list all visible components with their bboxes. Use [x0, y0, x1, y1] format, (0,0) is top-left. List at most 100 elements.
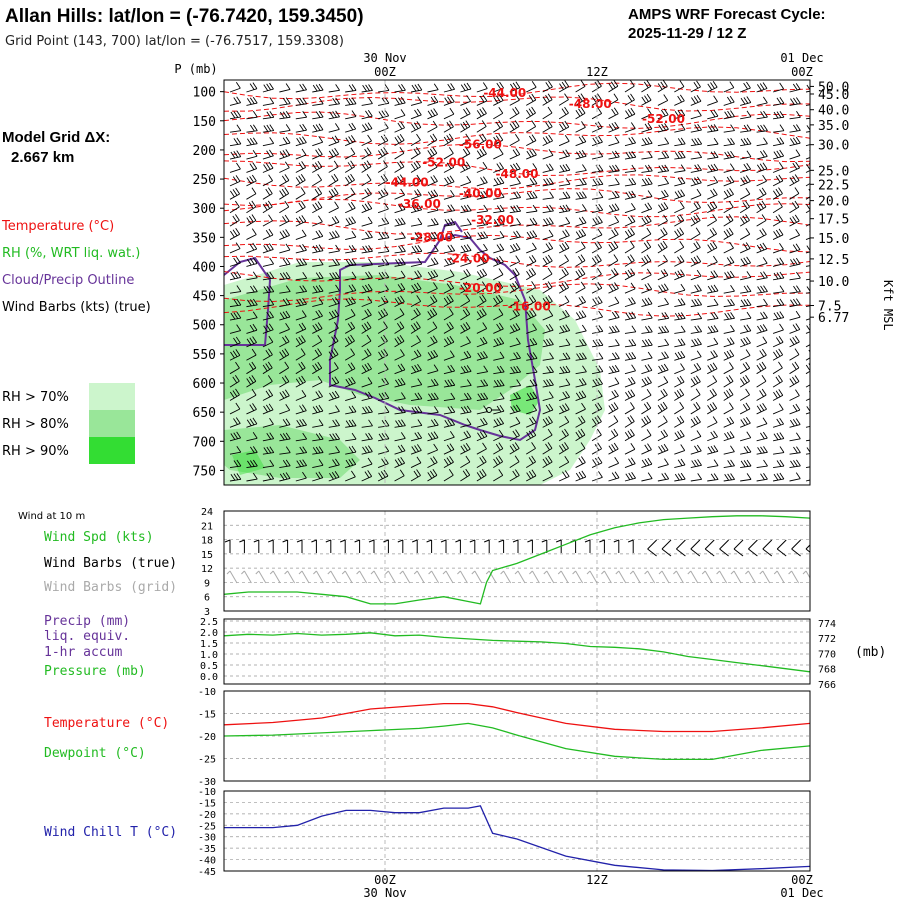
wind-barb — [509, 93, 520, 106]
wind-barb — [641, 164, 653, 173]
wind-barb — [394, 406, 406, 415]
wind-barb — [262, 285, 275, 294]
wind-barb — [460, 405, 472, 415]
wind-barb — [229, 150, 242, 160]
wind-barb — [657, 94, 669, 106]
wind-barb — [345, 296, 356, 308]
wind-barb — [312, 215, 323, 227]
wind-barb — [773, 446, 785, 455]
pressure-label: Pressure (mb) — [44, 664, 146, 679]
y-tick-label: 18 — [201, 536, 213, 547]
wind-barb — [460, 95, 471, 106]
wind-barb — [427, 108, 438, 120]
wind-barb — [427, 307, 438, 321]
wind-barb — [789, 97, 801, 106]
wind-barb — [493, 281, 504, 294]
temperature-label: -40.00 — [459, 187, 502, 201]
wind-barb — [674, 298, 686, 308]
wind-barb-true — [397, 539, 404, 553]
wind-barb — [229, 417, 241, 428]
y-tick-label: -25 — [198, 755, 216, 766]
wind-barb — [707, 388, 717, 401]
wind-barb — [624, 136, 637, 147]
wind-barb — [493, 308, 504, 321]
wind-barb — [575, 310, 587, 321]
wind-barb — [772, 417, 784, 428]
wind-barb — [624, 202, 636, 214]
wind-barb — [723, 124, 735, 133]
wind-barb — [723, 150, 735, 160]
wind-barb — [246, 432, 258, 442]
wind-barb — [690, 164, 702, 173]
wind-barb — [443, 218, 456, 227]
wind-barb — [345, 97, 357, 106]
wind-barb — [739, 402, 751, 415]
wind-barb — [476, 268, 488, 281]
wind-barb — [608, 339, 620, 348]
temperature-contour — [224, 283, 810, 303]
wind-barb — [723, 95, 735, 106]
wind-barb — [805, 466, 810, 469]
wind-barb — [509, 404, 521, 415]
wind-barb — [279, 111, 291, 120]
temperature-label: -20.00 — [459, 281, 502, 295]
wind-barb — [312, 148, 323, 160]
wind-barb — [789, 174, 800, 187]
wind-barb — [707, 137, 719, 147]
wind-barb — [279, 271, 291, 281]
wind-barb — [542, 416, 553, 428]
wind-barb — [476, 147, 487, 160]
wind-barb — [608, 164, 620, 173]
wind-barb — [559, 338, 571, 348]
wind-barb — [493, 469, 504, 482]
wind-barb — [443, 364, 455, 375]
wind-barb-grid — [701, 570, 713, 584]
wind-barb — [756, 82, 768, 93]
wind-barb — [279, 243, 291, 254]
wind-barb — [657, 214, 668, 227]
p-tick-label: 200 — [193, 144, 216, 159]
bottom-tick-00z-end: 00Z — [791, 873, 813, 887]
wind-barb — [262, 161, 274, 173]
wind-barb — [229, 228, 241, 240]
wind-barb — [476, 351, 488, 361]
wind-barb — [279, 446, 291, 455]
wind-barb — [789, 214, 800, 227]
wind-barb — [641, 376, 652, 388]
wind-barb — [427, 364, 439, 375]
temperature-contour — [224, 111, 810, 129]
wind-barb — [394, 174, 405, 187]
sounding-frame — [223, 79, 811, 486]
wind-barb — [493, 218, 505, 227]
wind-barb — [789, 136, 801, 147]
wind-barb — [723, 402, 734, 415]
grid-point-subtitle: Grid Point (143, 700) lat/lon = (-76.751… — [5, 34, 344, 49]
wind-barb — [624, 254, 635, 267]
wind-barb — [509, 455, 520, 468]
wind-barb — [575, 93, 586, 106]
wind-barb — [805, 363, 810, 375]
wind-barb-grid — [385, 570, 396, 584]
wind-barb — [756, 472, 768, 482]
wind-barb — [246, 214, 257, 227]
wind-barb — [279, 418, 291, 428]
wind-barb — [707, 402, 718, 415]
wind-barb — [723, 312, 735, 321]
wind-barb — [246, 361, 257, 375]
wind-barb — [526, 255, 537, 267]
wind-barb — [575, 295, 586, 308]
wind-barb — [262, 432, 275, 442]
dewpoint-label: Dewpoint (°C) — [44, 746, 146, 761]
wind-barb — [262, 111, 275, 120]
wind-barb — [542, 106, 553, 120]
wind-barb — [739, 187, 751, 200]
wind-barb — [723, 256, 735, 267]
temperature-panel-ticks: -10 -15 -20 -25 -30 — [198, 687, 216, 788]
wind-barb — [707, 473, 719, 482]
y-tick-label: 15 — [201, 550, 213, 561]
wind-barb — [773, 285, 785, 294]
wind-barb — [608, 377, 620, 388]
wind-barb — [509, 281, 520, 294]
wind-barb — [542, 365, 554, 375]
wind-barb — [723, 241, 734, 254]
